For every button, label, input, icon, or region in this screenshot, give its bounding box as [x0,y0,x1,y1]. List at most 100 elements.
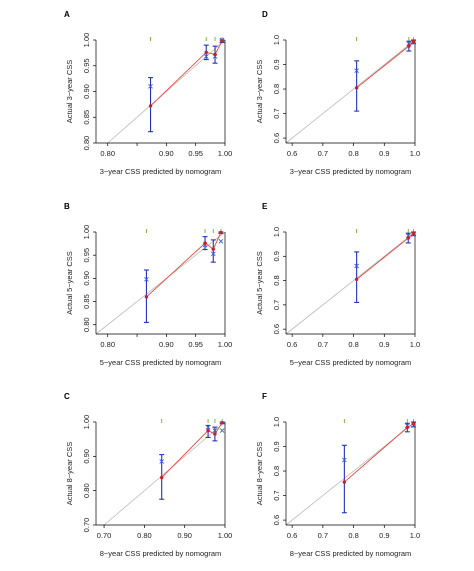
panel-c: C 0.70 0.80 0.90 1.00 0.70 0.80 0.90 1.00 8−year … [64,392,232,558]
y-tick-label: 0.9 [272,59,281,69]
observed-point [354,86,359,90]
corrected-marker [354,263,359,269]
corrected-marker [218,238,224,244]
observed-point [211,247,215,251]
x-tick-label: 1.00 [218,340,233,349]
y-tick-label: 0.95 [82,58,91,73]
x-tick-label: 1.00 [218,149,233,158]
y-tick-label: 0.90 [82,84,91,99]
panel-e: E 0.6 0.7 0.8 0.9 1.0 0.6 0.7 0.8 0.9 1.0 5−year CS… [255,202,420,367]
observed-point [160,475,164,480]
x-axis-title: 8−year CSS predicted by nomogram [100,549,222,558]
corrected-marker [148,84,153,89]
y-axis-title: Actual 5−year CSS [255,251,264,315]
observed-point [144,295,149,299]
observed-point [407,44,411,48]
y-tick-label: 0.6 [272,324,281,334]
y-tick-label: 0.8 [272,84,281,94]
panel-d: D 0.6 0.7 0.8 0.9 1.0 0.6 0.7 0.8 0.9 1.0 3−year CS… [255,10,420,176]
x-tick-label: 0.7 [318,340,328,349]
y-tick-label: 1.00 [82,225,91,240]
x-tick-label: 0.8 [348,531,358,540]
calibration-line [161,422,223,478]
x-tick-label: 0.90 [159,340,174,349]
y-tick-label: 0.8 [272,275,281,285]
corrected-marker [219,428,225,433]
calibration-line [150,40,223,107]
y-tick-label: 0.80 [82,483,91,498]
y-tick-label: 0.7 [272,108,281,118]
corrected-marker [342,457,347,463]
x-tick-label: 0.95 [188,340,203,349]
y-tick-label: 0.8 [272,466,281,476]
panel-label: E [262,202,268,211]
observed-point [206,428,210,433]
y-tick-label: 1.00 [82,33,91,48]
x-tick-label: 0.80 [100,149,115,158]
y-tick-label: 0.9 [272,251,281,261]
panel-label: C [64,392,70,401]
x-tick-label: 0.6 [287,149,297,158]
y-axis-title: Actual 8−year CSS [65,442,74,506]
panel-label: B [64,202,70,211]
y-tick-label: 0.90 [82,449,91,464]
corrected-marker [210,251,216,257]
y-tick-label: 0.70 [82,518,91,533]
ideal-line [285,39,416,144]
x-axis-title: 5−year CSS predicted by nomogram [100,358,222,367]
x-tick-label: 0.70 [97,531,112,540]
panel-label: F [262,392,267,401]
observed-point [213,52,217,57]
observed-point [220,39,224,43]
x-tick-label: 0.6 [287,531,297,540]
y-tick-label: 0.85 [82,294,91,309]
x-tick-label: 0.9 [379,149,389,158]
observed-point [406,236,410,240]
observed-point [354,277,359,282]
corrected-marker [159,459,165,464]
y-tick-label: 1.0 [272,35,281,45]
x-tick-label: 0.8 [348,149,358,158]
x-tick-label: 0.9 [379,531,389,540]
y-tick-label: 0.7 [272,490,281,500]
ideal-line [285,231,416,335]
x-axis-title: 8−year CSS predicted by nomogram [290,549,412,558]
panel-label: A [64,10,70,19]
x-tick-label: 0.80 [100,340,115,349]
x-tick-label: 0.6 [287,340,297,349]
corrected-marker [212,428,218,433]
x-tick-label: 0.9 [379,340,389,349]
observed-point [405,425,410,430]
x-tick-label: 0.80 [137,531,152,540]
observed-point [213,432,217,436]
observed-point [203,241,207,245]
corrected-marker [406,41,412,46]
calibration-line [344,423,414,483]
y-tick-label: 0.80 [82,317,91,332]
ideal-line [95,231,226,335]
y-tick-label: 1.0 [272,417,281,427]
x-tick-label: 1.0 [410,149,420,158]
y-tick-label: 0.7 [272,300,281,310]
y-axis-title: Actual 3−year CSS [255,60,264,124]
y-tick-label: 0.6 [272,515,281,525]
observed-point [411,422,416,426]
x-tick-label: 1.0 [410,531,420,540]
y-tick-label: 0.9 [272,441,281,451]
y-tick-label: 0.85 [82,110,91,125]
y-axis-title: Actual 3−year CSS [65,60,74,124]
observed-point [411,231,416,235]
calibration-line [146,232,222,298]
corrected-marker [354,68,359,73]
x-axis-title: 3−year CSS predicted by nomogram [100,167,222,176]
x-tick-label: 1.00 [218,531,233,540]
y-axis-title: Actual 8−year CSS [255,442,264,506]
x-axis-title: 3−year CSS predicted by nomogram [290,167,412,176]
y-axis-title: Actual 5−year CSS [65,251,74,315]
panel-b: B 0.80 0.90 0.95 1.00 0.80 0.85 0.90 0.95 1.00 5−y… [64,202,232,367]
x-tick-label: 0.7 [318,531,328,540]
x-tick-label: 1.0 [410,340,420,349]
y-tick-label: 0.90 [82,271,91,286]
corrected-marker [405,233,411,238]
